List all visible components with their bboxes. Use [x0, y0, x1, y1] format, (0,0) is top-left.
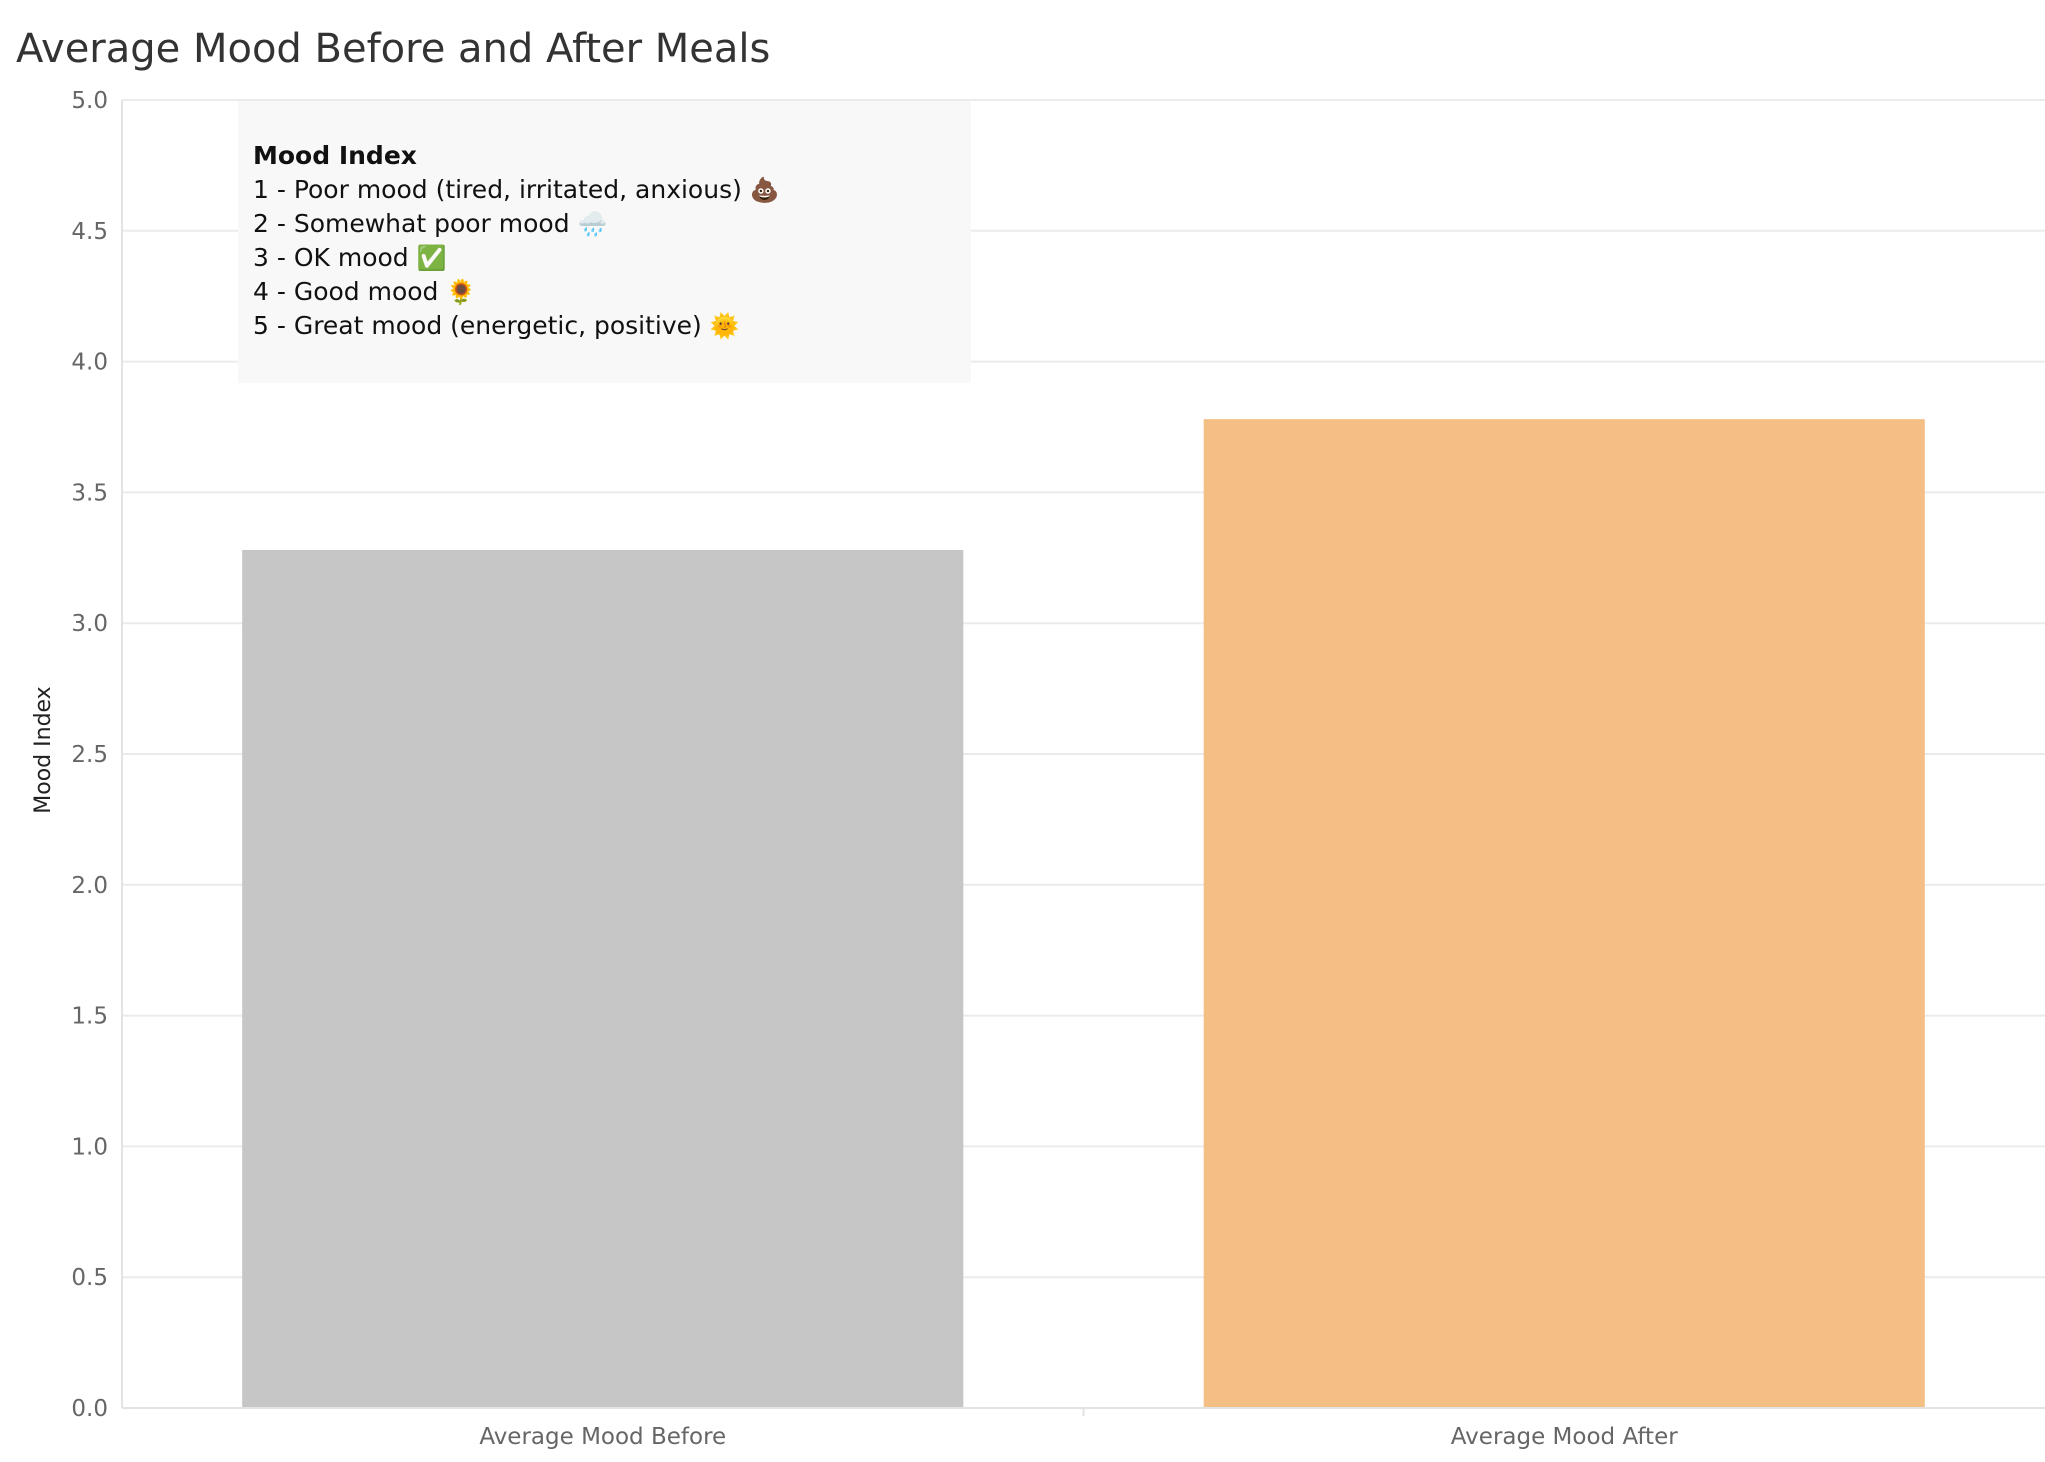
y-tick-label: 3.0: [71, 611, 108, 637]
legend-item: 4 - Good mood 🌻: [253, 275, 971, 309]
poop-icon: 💩: [749, 176, 780, 204]
x-tick-label: Average Mood Before: [479, 1424, 726, 1450]
y-tick-label: 1.0: [71, 1134, 108, 1160]
legend-title: Mood Index: [253, 141, 417, 170]
legend-item-text: 5 - Great mood (energetic, positive): [253, 311, 702, 340]
legend-item-text: 4 - Good mood: [253, 277, 439, 306]
y-tick-label: 0.0: [71, 1396, 108, 1422]
y-tick-label: 0.5: [71, 1265, 108, 1291]
y-tick-label: 2.5: [71, 742, 108, 768]
y-tick-label: 4.0: [71, 350, 108, 376]
x-tick-label: Average Mood After: [1451, 1424, 1678, 1450]
bars: [242, 419, 1925, 1409]
sun-face-icon: 🌞: [709, 312, 740, 340]
chart-title: Average Mood Before and After Meals: [16, 26, 771, 72]
legend-item-text: 1 - Poor mood (tired, irritated, anxious…: [253, 175, 742, 204]
mood-index-legend: Mood Index 1 - Poor mood (tired, irritat…: [238, 101, 971, 383]
y-axis-label: Mood Index: [31, 686, 56, 813]
legend-item: 1 - Poor mood (tired, irritated, anxious…: [253, 173, 971, 207]
sunflower-icon: 🌻: [446, 278, 477, 306]
y-tick-label: 5.0: [71, 88, 108, 114]
legend-item: 2 - Somewhat poor mood 🌧️: [253, 207, 971, 241]
axes: 0.0 0.5 1.0 1.5 2.0 2.5 3.0 3.5 4.0 4.5 5.0 Average…: [71, 88, 2045, 1450]
y-tick-label: 1.5: [71, 1004, 108, 1030]
y-tick-label: 3.5: [71, 480, 108, 506]
bar-after[interactable]: [1203, 419, 1925, 1409]
legend-item: 3 - OK mood ✅: [253, 241, 971, 275]
rain-cloud-icon: 🌧️: [577, 210, 608, 238]
legend-items: 1 - Poor mood (tired, irritated, anxious…: [253, 173, 971, 343]
legend-item: 5 - Great mood (energetic, positive) 🌞: [253, 309, 971, 343]
legend-item-text: 3 - OK mood: [253, 243, 409, 272]
check-mark-icon: ✅: [416, 244, 447, 272]
y-tick-label: 2.0: [71, 873, 108, 899]
legend-item-text: 2 - Somewhat poor mood: [253, 209, 570, 238]
y-tick-label: 4.5: [71, 219, 108, 245]
bar-before[interactable]: [242, 549, 964, 1408]
